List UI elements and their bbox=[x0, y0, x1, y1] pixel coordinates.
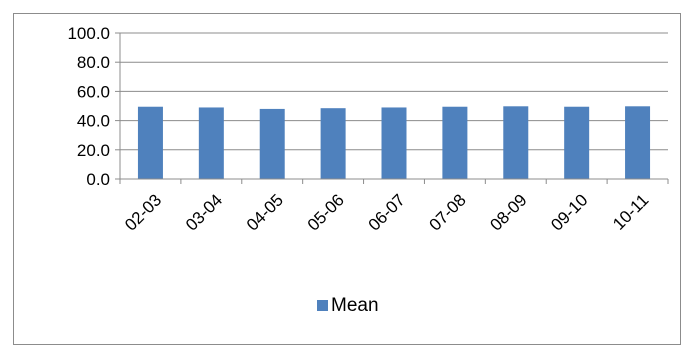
bars bbox=[137, 106, 651, 179]
x-tick-label: 08-09 bbox=[486, 190, 530, 234]
y-tick-label: 40.0 bbox=[77, 112, 110, 131]
y-tick-label: 0.0 bbox=[86, 170, 110, 189]
bar-02-03 bbox=[137, 106, 163, 179]
legend-label-mean: Mean bbox=[331, 295, 379, 316]
x-tick-label: 07-08 bbox=[426, 190, 470, 234]
y-tick-label: 100.0 bbox=[67, 24, 110, 43]
x-tick-label: 09-10 bbox=[547, 190, 591, 234]
x-tick-label: 03-04 bbox=[182, 190, 226, 234]
x-tick-label: 05-06 bbox=[304, 190, 348, 234]
x-tick-label: 06-07 bbox=[365, 190, 409, 234]
bar-04-05 bbox=[259, 108, 285, 179]
x-axis-tick-labels: 02-03 03-04 04-05 05-06 06-07 07-08 08-09 09-10… bbox=[121, 190, 652, 234]
bar-07-08 bbox=[442, 106, 468, 179]
bar-09-10 bbox=[564, 106, 590, 179]
axes bbox=[119, 33, 669, 184]
legend: Mean bbox=[317, 295, 379, 316]
bar-03-04 bbox=[198, 107, 224, 179]
x-tick-label: 10-11 bbox=[609, 190, 652, 233]
legend-swatch bbox=[317, 300, 328, 311]
x-tick-label: 02-03 bbox=[121, 190, 165, 234]
y-axis-tick-labels: 0.0 20.0 40.0 60.0 80.0 100.0 bbox=[67, 24, 110, 189]
y-tick-label: 60.0 bbox=[77, 82, 110, 101]
bar-05-06 bbox=[320, 108, 346, 179]
bar-06-07 bbox=[381, 107, 407, 179]
x-tick-label: 04-05 bbox=[243, 190, 287, 234]
y-tick-label: 20.0 bbox=[77, 141, 110, 160]
bar-08-09 bbox=[503, 106, 529, 179]
y-tick-label: 80.0 bbox=[77, 53, 110, 72]
bar-10-11 bbox=[625, 106, 651, 179]
